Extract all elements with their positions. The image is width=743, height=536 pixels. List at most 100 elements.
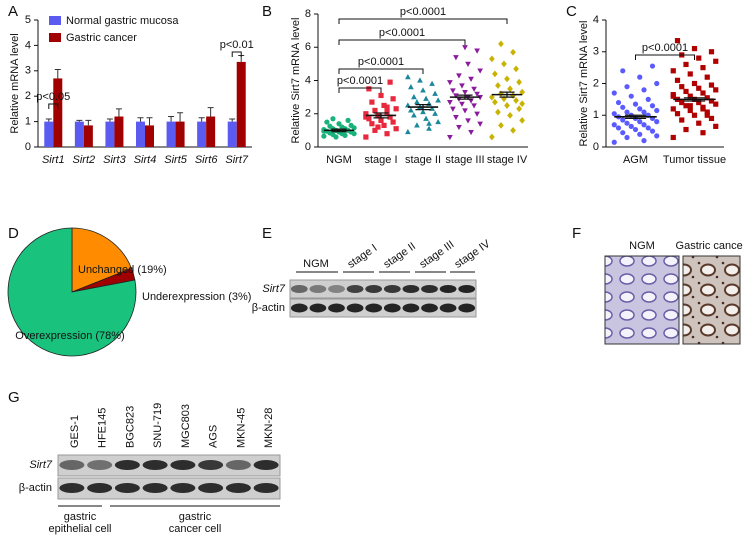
dot — [708, 49, 715, 55]
dot — [696, 55, 702, 61]
dot — [713, 58, 719, 64]
bar — [206, 116, 216, 147]
dot — [462, 108, 468, 114]
dot — [378, 117, 384, 123]
dot — [611, 139, 617, 145]
dot — [649, 63, 656, 69]
dot — [700, 106, 706, 112]
dot — [495, 108, 501, 116]
dot — [384, 109, 390, 115]
significance-label: p<0.01 — [220, 39, 254, 51]
dot — [700, 130, 706, 136]
dot — [339, 124, 345, 130]
blot-band — [253, 483, 279, 493]
blot-band — [114, 460, 140, 470]
dot — [492, 70, 498, 78]
sem-bar — [499, 91, 515, 98]
x-tick-label: Sirt4 — [134, 154, 157, 166]
sem-bar — [624, 114, 647, 120]
y-tick-label: 1 — [25, 116, 31, 128]
dot — [611, 122, 617, 128]
sem-bar — [331, 128, 347, 133]
panel-letter: C — [566, 3, 577, 20]
image-label: Gastric cancer — [676, 240, 743, 252]
bar — [53, 78, 63, 147]
y-tick-label: 6 — [305, 41, 311, 53]
dot — [713, 101, 719, 107]
x-tick-label: stage IV — [487, 154, 528, 166]
panel-letter: D — [8, 225, 19, 242]
legend-label: Gastric cancer — [66, 32, 137, 44]
dot — [450, 106, 456, 112]
dot — [632, 126, 639, 133]
dot — [363, 114, 369, 120]
y-tick-label: 3 — [593, 46, 599, 58]
blot-background — [57, 454, 281, 477]
blot-band — [290, 285, 308, 293]
x-tick-label: AGM — [623, 154, 648, 166]
error-bar — [45, 118, 52, 122]
micrograph — [682, 255, 741, 345]
blot-band — [346, 303, 364, 313]
blot-band — [253, 460, 279, 470]
dot — [429, 105, 435, 111]
dot — [507, 112, 513, 119]
significance-bracket — [338, 18, 508, 24]
dot — [620, 104, 626, 110]
dot — [708, 82, 715, 88]
blot-band — [402, 303, 420, 313]
blot-band — [458, 303, 476, 313]
dot — [498, 122, 504, 129]
dot — [649, 128, 656, 134]
x-tick-label: stage I — [364, 154, 397, 166]
dot — [495, 82, 501, 89]
dot — [516, 78, 522, 86]
dot — [462, 90, 468, 96]
dot — [432, 90, 438, 96]
group-label: gastric — [64, 511, 97, 523]
group-label: gastric — [179, 511, 212, 523]
pie-slice — [71, 227, 133, 293]
blot-band — [328, 285, 345, 293]
error-bar — [137, 117, 144, 122]
bar — [136, 121, 145, 147]
blot-band — [346, 285, 364, 293]
bar — [114, 116, 124, 147]
blot-band — [59, 483, 85, 493]
dot — [641, 109, 647, 115]
dot — [683, 103, 689, 109]
lane-label: AGS — [208, 425, 220, 448]
dot — [620, 68, 626, 74]
dot — [637, 106, 643, 112]
dot — [393, 106, 399, 112]
dot — [411, 94, 417, 100]
dot — [453, 93, 459, 99]
dot — [708, 115, 715, 122]
dot — [704, 95, 710, 101]
dot — [381, 102, 387, 109]
dot — [414, 98, 420, 105]
slice-label: Unchanged (19%) — [78, 264, 167, 276]
dot — [615, 125, 622, 131]
dot — [679, 117, 685, 123]
dot — [713, 87, 719, 93]
dot — [679, 99, 685, 106]
blot-row-label: Sirt7 — [29, 459, 53, 471]
dot — [417, 77, 423, 83]
blot-band — [142, 483, 168, 493]
dot — [691, 80, 698, 87]
error-bar — [106, 118, 113, 122]
sem-bar — [457, 94, 473, 100]
lane-label: SNU-719 — [152, 403, 164, 448]
panel-letter: G — [8, 389, 20, 406]
dot — [423, 115, 429, 121]
slice-label: Overexpression (78%) — [15, 330, 124, 342]
dot — [519, 88, 525, 96]
dot — [447, 100, 453, 106]
dot — [489, 133, 495, 141]
error-bar — [168, 116, 175, 122]
group-label: epithelial cell — [49, 523, 112, 535]
y-tick-label: 2 — [305, 108, 311, 120]
dot — [649, 103, 656, 109]
